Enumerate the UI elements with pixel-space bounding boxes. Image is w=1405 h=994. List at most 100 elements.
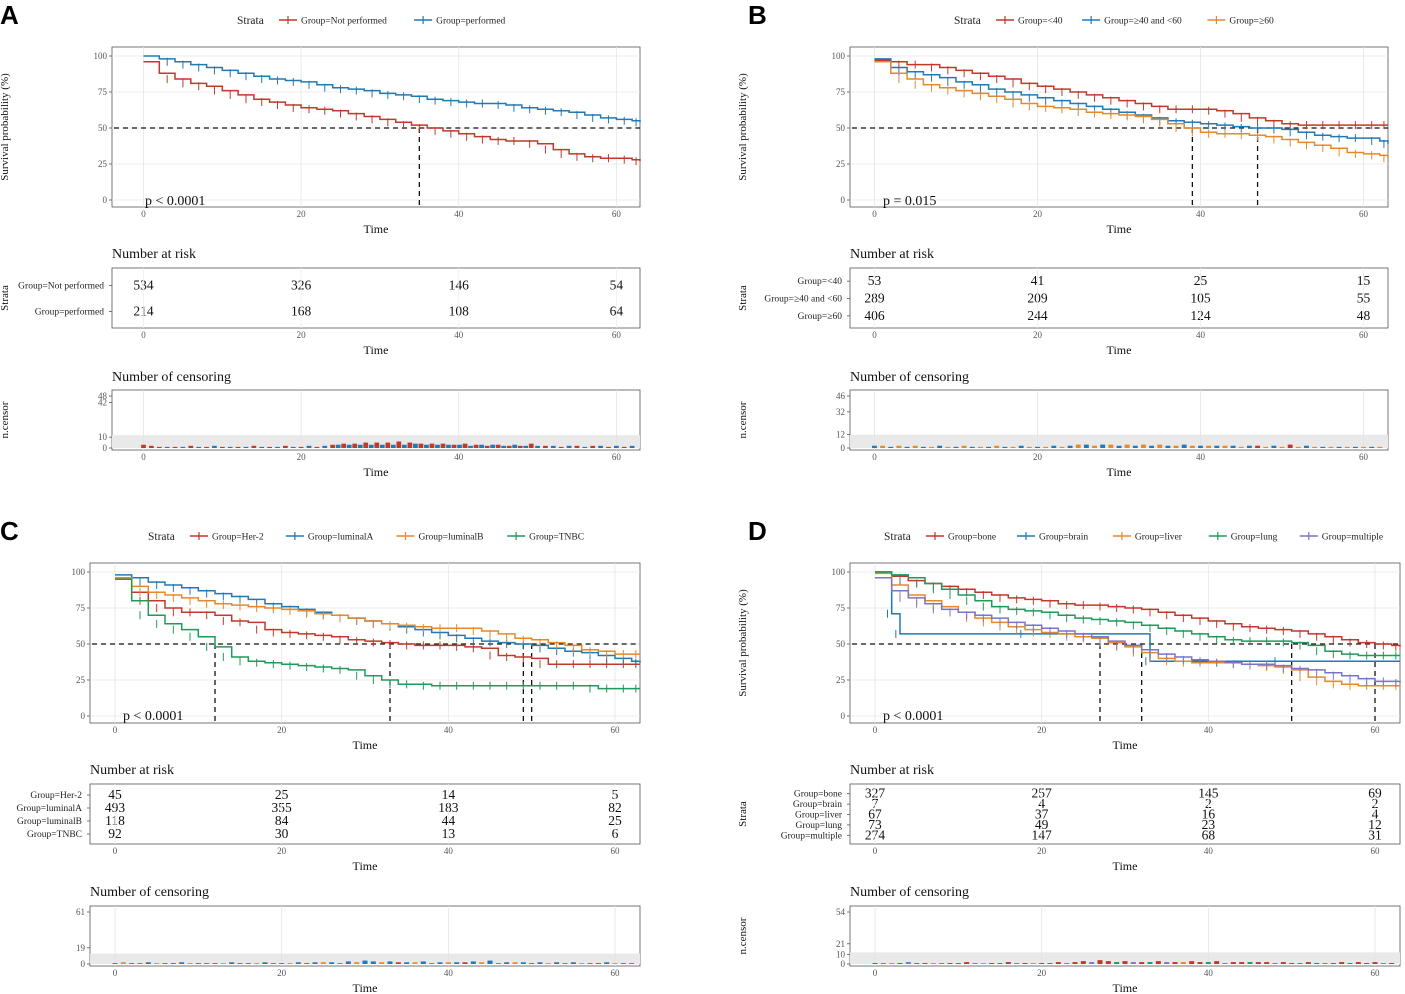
censor-bar [606, 446, 611, 448]
censor-bar [872, 963, 878, 964]
censor-bar [1336, 446, 1342, 448]
legend-entry-0: Group=Not performed [301, 16, 387, 27]
risk-x-tick-label: 20 [1037, 846, 1047, 856]
censor-bar [412, 962, 418, 964]
censor-bar [1043, 446, 1049, 448]
censor-x-axis-title: Time [1107, 465, 1132, 479]
censor-bar [368, 444, 374, 448]
censor-bar [1206, 445, 1212, 448]
censor-bar [880, 963, 886, 964]
risk-x-tick-label: 60 [612, 330, 622, 340]
censor-bar [440, 443, 446, 448]
censor-bar [402, 444, 407, 448]
censor-bar [304, 963, 310, 964]
y-tick-label: 100 [72, 567, 86, 577]
censor-bar [889, 963, 895, 964]
censor-bar [554, 962, 560, 964]
censor-bar [1214, 445, 1220, 448]
censor-bar [446, 444, 451, 448]
censor-bar [880, 445, 886, 448]
censor-bar [1122, 961, 1128, 964]
risk-row-label: Group=luminalB [17, 817, 82, 827]
censor-bar [558, 446, 564, 448]
y-tick-label: 75 [98, 87, 108, 97]
strata-axis-title: Strata [737, 285, 749, 311]
censor-bar [1279, 446, 1285, 448]
censor-bar [329, 962, 335, 964]
plot-frame [111, 46, 641, 208]
censor-bar [939, 963, 945, 964]
y-tick-label: 100 [94, 51, 108, 61]
censor-bar [1047, 963, 1053, 964]
censor-bar [1328, 446, 1334, 448]
censor-bar [1180, 962, 1186, 964]
censor-bar [454, 962, 460, 964]
legend-entry-0: Group=bone [948, 533, 996, 543]
censor-bar [437, 962, 443, 964]
x-tick-label: 40 [1204, 725, 1214, 735]
y-tick-label: 100 [832, 567, 846, 577]
censor-bar [164, 446, 170, 448]
legend-entry-1: Group=brain [1039, 533, 1088, 543]
risk-x-axis-title: Time [1107, 343, 1132, 357]
censor-bar [495, 444, 501, 448]
censor-bar [1305, 962, 1311, 964]
censoring-plot: Number of censoring 0 20 40 60 0 12 32 46 Time n.c… [737, 370, 1389, 479]
censor-bar [1005, 962, 1011, 964]
censor-bar [187, 963, 193, 964]
x-axis-title: Time [1113, 738, 1138, 752]
censor-bar [1289, 963, 1295, 964]
legend: Strata Group=Her-2 Group=luminalA Group=lum… [148, 531, 584, 543]
risk-row-label: Group=Not performed [18, 281, 104, 292]
censor-bar [574, 445, 580, 448]
censor-bar [162, 963, 168, 964]
censor-bar [352, 443, 358, 448]
censor-bar [259, 446, 265, 448]
risk-row-label: Group=multiple [781, 831, 842, 841]
censor-bar [395, 962, 401, 964]
censor-bar [346, 444, 352, 448]
censor-bar [1092, 445, 1097, 448]
censor-bar [279, 963, 285, 964]
censor-bar [468, 445, 473, 448]
risk-x-tick-label: 60 [611, 846, 621, 856]
censor-bar [1116, 445, 1122, 448]
x-tick-label: 40 [454, 209, 464, 219]
censor-y-tick-label: 19 [76, 943, 86, 953]
censor-band [90, 953, 640, 964]
censor-bar [590, 445, 596, 448]
risk-x-tick-label: 60 [1371, 846, 1381, 856]
censor-bar [188, 445, 194, 448]
censor-bar [535, 445, 540, 448]
censor-bar [1239, 962, 1245, 964]
censor-bar [429, 963, 435, 964]
censor-bar [462, 443, 468, 448]
censor-bar [929, 446, 934, 448]
censor-bar [912, 445, 918, 448]
x-axis-title: Time [1107, 222, 1132, 236]
censor-bar [1287, 444, 1293, 448]
censor-bar [980, 963, 986, 964]
censor-x-tick-label: 40 [1196, 452, 1206, 462]
legend: Strata Group=bone Group=brain Group=liver Gr… [884, 531, 1383, 543]
censor-bar [945, 446, 951, 448]
censor-bar [363, 442, 369, 448]
censor-bar [1181, 444, 1187, 448]
censor-y-tick-label: 0 [841, 959, 846, 969]
panel-label: A [0, 0, 19, 30]
censor-bar [1330, 963, 1336, 964]
censor-bar [872, 445, 877, 448]
censor-y-tick-label: 10 [836, 949, 846, 959]
censor-bar [290, 446, 296, 448]
censor-x-tick-label: 40 [444, 968, 454, 978]
x-tick-label: 0 [113, 725, 118, 735]
censor-bar [613, 445, 619, 448]
censor-bar [1189, 445, 1195, 448]
y-tick-label: 50 [836, 639, 846, 649]
risk-row-label: Group=performed [35, 307, 104, 318]
y-tick-label: 25 [98, 159, 108, 169]
strata-axis-title: Strata [737, 801, 749, 827]
legend-entry-1: Group=performed [436, 16, 505, 27]
censor-bar [904, 446, 910, 448]
